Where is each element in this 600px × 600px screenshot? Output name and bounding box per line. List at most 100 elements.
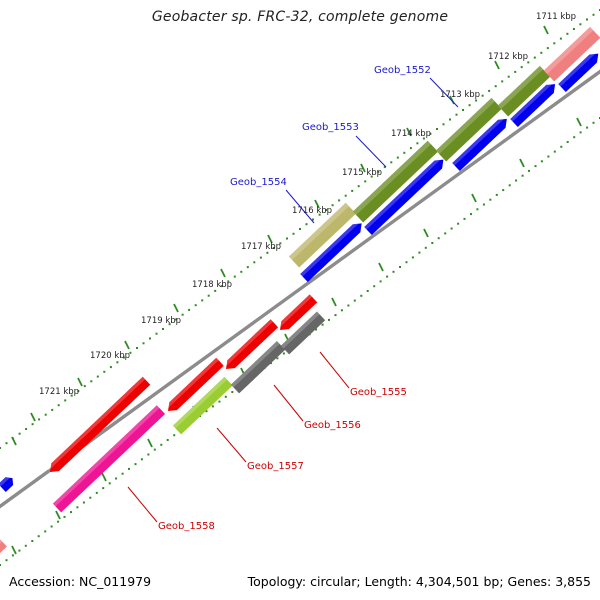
- scale-label: 1721 kbp: [39, 387, 79, 397]
- outer-scale-tick: [360, 163, 366, 173]
- scale-label: 1718 kbp: [192, 280, 232, 290]
- backbone-line: [0, 69, 600, 509]
- outer-dot: [546, 47, 549, 50]
- inner-dot: [566, 141, 569, 143]
- outer-dot: [357, 185, 360, 188]
- cds-forward-edge: [0, 474, 14, 492]
- outer-dot: [553, 42, 556, 45]
- inner-dot: [444, 232, 447, 235]
- forward-label-leader: [429, 77, 459, 108]
- inner-scale-tick: [101, 472, 107, 482]
- outer-dot: [233, 275, 236, 278]
- inner-dot: [534, 165, 537, 168]
- inner-dot: [224, 395, 227, 398]
- inner-dot: [540, 160, 543, 163]
- inner-scale-tick: [423, 228, 429, 238]
- inner-dot: [102, 487, 105, 490]
- outer-dot: [377, 170, 380, 173]
- reverse-label-leader: [319, 351, 350, 389]
- outer-dot: [449, 118, 451, 121]
- cds-reverse-1: [46, 376, 151, 472]
- outer-dot: [155, 332, 158, 335]
- outer-dot: [370, 175, 373, 178]
- inner-dot: [431, 242, 434, 244]
- inner-scale-tick: [147, 438, 153, 448]
- forward-gene-label: Geob_1552: [374, 65, 431, 76]
- reverse-gene-label: Geob_1557: [247, 461, 304, 472]
- inner-dot: [405, 261, 408, 264]
- outer-dot: [383, 166, 386, 169]
- cds-forward-4-highlight: [510, 80, 554, 122]
- outer-dot: [51, 408, 54, 411]
- cds-forward-5: [558, 49, 599, 92]
- gene-band-khaki-highlight: [288, 202, 349, 261]
- outer-dot: [279, 242, 282, 245]
- outer-dot: [409, 147, 412, 150]
- outer-dot: [0, 447, 1, 449]
- outer-dot: [331, 204, 334, 207]
- genome-summary: Topology: circular; Length: 4,304,501 bp…: [247, 574, 591, 589]
- outer-dot: [462, 109, 464, 111]
- outer-scale-tick: [220, 268, 226, 278]
- gene-band-olive-3: [497, 65, 551, 117]
- outer-dot: [188, 308, 191, 311]
- gene-band-olive-1-shape: [352, 140, 438, 223]
- outer-dot: [64, 399, 67, 402]
- inner-dot: [379, 280, 382, 283]
- inner-dot: [108, 482, 111, 485]
- outer-dot: [416, 142, 419, 145]
- inner-dot: [5, 559, 8, 562]
- reverse-gene-label: Geob_1555: [350, 387, 407, 398]
- gene-band-lime-shape: [172, 376, 233, 435]
- outer-dot: [586, 18, 588, 21]
- inner-dot: [95, 491, 98, 494]
- inner-dot: [373, 285, 376, 288]
- inner-scale-tick: [11, 545, 17, 555]
- forward-label-leader: [355, 135, 387, 168]
- cds-reverse-4-highlight: [276, 294, 313, 329]
- inner-dot: [553, 150, 556, 153]
- outer-dot: [396, 156, 399, 159]
- inner-dot: [0, 564, 1, 566]
- genome-backbone: [0, 69, 600, 509]
- gene-band-salmon-edge: [0, 539, 7, 554]
- outer-dot: [305, 223, 308, 226]
- inner-dot: [37, 535, 40, 538]
- scale-label: 1717 kbp: [241, 242, 281, 252]
- outer-dot: [318, 213, 321, 216]
- inner-dot: [476, 208, 479, 211]
- cds-reverse-4: [276, 294, 318, 330]
- cds-reverse-1-highlight: [46, 376, 146, 471]
- outer-dot: [429, 132, 432, 135]
- inner-scale-tick: [519, 158, 525, 168]
- outer-dot: [194, 304, 197, 307]
- outer-scale-tick: [173, 303, 179, 313]
- outer-dot: [96, 375, 99, 378]
- outer-scale-tick: [77, 377, 83, 387]
- inner-dot: [560, 145, 563, 148]
- outer-dot: [136, 347, 138, 349]
- outer-dot: [266, 251, 269, 254]
- cds-forward-1-shape: [300, 223, 362, 282]
- reverse-label-leader: [273, 384, 304, 422]
- outer-scale-tick: [11, 436, 17, 446]
- cds-forward-edge-highlight: [0, 474, 12, 487]
- inner-scale-tick: [471, 193, 477, 203]
- inner-dot: [521, 174, 524, 177]
- gene-band-magenta: [52, 405, 166, 513]
- outer-dot: [286, 237, 288, 240]
- scale-label: 1714 kbp: [391, 129, 431, 139]
- scale-label: 1711 kbp: [536, 12, 576, 22]
- cds-reverse-3-highlight: [222, 319, 274, 368]
- cds-forward-3: [452, 114, 507, 171]
- outer-dot: [18, 432, 21, 435]
- gene-band-gray-2: [280, 311, 326, 355]
- outer-dot: [403, 151, 406, 154]
- outer-dot: [57, 404, 60, 407]
- outer-dot: [272, 247, 275, 249]
- inner-dot: [24, 544, 27, 547]
- cds-forward-2: [364, 155, 444, 235]
- gene-band-lime-highlight: [172, 376, 228, 429]
- outer-dot: [181, 313, 184, 316]
